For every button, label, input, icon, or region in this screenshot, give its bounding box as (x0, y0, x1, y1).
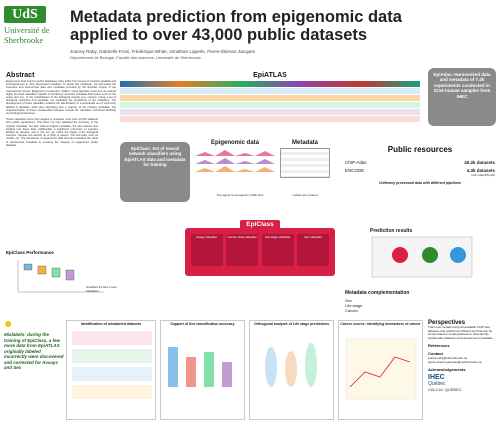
logo-text: UdS (12, 7, 38, 22)
classifier-lifestage-label: Life stage classifier (264, 235, 291, 239)
abstract-para1: Epigenomic data found in public database… (6, 80, 116, 116)
epiatlas-heatmap (120, 81, 420, 122)
perf-box-4 (65, 269, 75, 281)
complementation-title: Metadata complementation (345, 290, 410, 296)
perf-box-2 (37, 265, 47, 275)
epiatlas-callout: EpiAtlas: Harmonized data and metadata o… (428, 68, 496, 126)
university-name-line2: Sherbrooke (4, 35, 44, 45)
complementation-item-1: Sex (345, 298, 352, 303)
resource-count-2: 4.3k datasets (466, 168, 495, 173)
classifier-assay-label: Assay classifier (196, 235, 218, 239)
contact-line-1: joanny.raby@usherbrooke.ca (428, 356, 468, 361)
mislabels-note: ● Mislabels: during the training of EpiC… (4, 316, 64, 371)
epiclass-callout: EpiClass: Set of neural network classifi… (120, 142, 190, 202)
abstract-para2: These classifiers were then applied to a… (6, 118, 98, 147)
contact-heading: Contact (428, 351, 443, 357)
complementation-item-3: Cancer (345, 308, 358, 313)
epiatlas-panel: EpiATLAS (120, 72, 420, 132)
complementation-item-2: Life stage (345, 303, 363, 308)
epigenomic-tracks (195, 150, 275, 172)
classifier-row: Assay classifier Cancer state classifier… (185, 228, 335, 266)
labels-note: Labels are curated (292, 193, 318, 197)
uds-logo-box: UdS (4, 6, 46, 23)
public-resource-row-2: ENCODE 4.3k datasets (345, 168, 495, 173)
poster-title-line1: Metadata prediction from epigenomic data (70, 8, 402, 26)
classifier-assay: Assay classifier (190, 234, 223, 266)
public-resource-row-1: ChIP-Atlas 40.2k datasets (345, 160, 495, 165)
calcul-logo: CALCUL QUÉBEC (428, 387, 462, 393)
performance-section: EpiClass Performance Stratified 10-fold … (6, 250, 118, 306)
resource-source-1: ChIP-Atlas (345, 160, 367, 165)
metadata-label: Metadata (291, 140, 318, 146)
metadata-block: Metadata (280, 140, 330, 190)
epigenomic-data-block: Epigenomic data (195, 140, 275, 190)
ihec-logo: IHEC (428, 374, 445, 382)
epigenomic-data-label: Epigenomic data (210, 140, 259, 146)
resource-source-2: ENCODE (345, 168, 365, 173)
performance-heading: EpiClass Performance (6, 250, 54, 255)
quebec-logo: Québec (428, 381, 446, 388)
public-resources-panel: Public resources ChIP-Atlas 40.2k datase… (345, 145, 495, 215)
prediction-results-chart (371, 236, 473, 278)
acknowledgements-heading: Acknowledgements (428, 367, 466, 373)
contact-line-2: pierre-etienne.jacques@usherbrooke.ca (428, 360, 482, 365)
signal-note: The signal is averaged in 10kb bins (216, 193, 264, 197)
epiclass-callout-text: EpiClass: Set of neural network classifi… (124, 146, 186, 167)
panel-mislabeled: Identification of mislabeled datasets (66, 320, 156, 420)
mislabels-note-text: Mislabels: during the training of EpiCla… (4, 332, 64, 370)
perspectives-section: Perspectives Train new models using all … (428, 320, 496, 420)
perspectives-heading: Perspectives (428, 320, 466, 326)
perspectives-text: Train new models using all available ChI… (428, 325, 493, 340)
panel-lifestage-title: Orthogonal analysis of Life stage predic… (253, 322, 330, 326)
lightbulb-icon: ● (4, 315, 13, 331)
panel-mislabeled-chart (72, 331, 152, 399)
authors: Joanny Raby, Gabrielle Frosi, Frédérique… (70, 49, 256, 54)
poster-title-line2: applied to over 43,000 public datasets (70, 26, 368, 44)
classifier-cancer-label: Cancer state classifier (227, 235, 257, 239)
classifier-lifestage: Life stage classifier (261, 234, 294, 266)
panel-sex: Support of Sex classification accuracy (160, 320, 245, 420)
epiclass-architecture: EpiClass Assay classifier Cancer state c… (185, 220, 335, 276)
panel-sex-title: Support of Sex classification accuracy (170, 322, 235, 326)
abstract-heading: Abstract (6, 72, 35, 79)
affiliation: Département de Biologie, Faculté des sci… (70, 55, 201, 60)
classifier-cancer: Cancer state classifier (226, 234, 259, 266)
performance-legend: Stratified 10-fold Cross-Validation (86, 285, 118, 293)
complementation-block: Metadata complementation Sex Life stage … (345, 290, 425, 330)
panel-lifestage-chart (265, 343, 317, 387)
panel-mislabeled-title: Identification of mislabeled datasets (80, 322, 142, 326)
perf-box-1 (23, 263, 33, 271)
panel-sex-chart (168, 347, 232, 387)
public-resources-heading: Public resources (387, 145, 453, 154)
panel-cancer-chart (345, 338, 417, 400)
performance-boxplots (23, 263, 75, 281)
classifier-sex-label: Sex classifier (304, 235, 323, 239)
perf-box-3 (51, 267, 61, 278)
performance-chart (17, 260, 104, 293)
epiclass-banner: EpiClass (240, 220, 280, 230)
university-name-line1: Université de (4, 25, 50, 35)
epiatlas-callout-text: EpiAtlas: Harmonized data and metadata o… (433, 72, 491, 99)
prediction-results-block: Prediction results (370, 228, 480, 288)
title-block: Metadata prediction from epigenomic data… (70, 8, 490, 60)
panel-lifestage: Orthogonal analysis of Life stage predic… (249, 320, 334, 420)
panel-cancer-title: Cancer scores: identifying biomarkers of… (340, 322, 421, 326)
references-heading: References (428, 343, 450, 349)
resource-count-1: 40.2k datasets (464, 160, 495, 165)
epiatlas-title: EpiATLAS (253, 72, 287, 79)
prediction-results-label: Prediction results (370, 228, 413, 234)
classifier-sex: Sex classifier (297, 234, 330, 266)
abstract-section: Abstract Epigenomic data found in public… (6, 72, 116, 147)
university-logo: UdS Université de Sherbrooke (4, 6, 64, 54)
panel-cancer: Cancer scores: identifying biomarkers of… (338, 320, 423, 420)
public-resources-note: Uniformly processed data with different … (378, 181, 461, 185)
resource-note-2: (not in EpiATLAS) (471, 173, 495, 177)
metadata-table (280, 148, 330, 178)
